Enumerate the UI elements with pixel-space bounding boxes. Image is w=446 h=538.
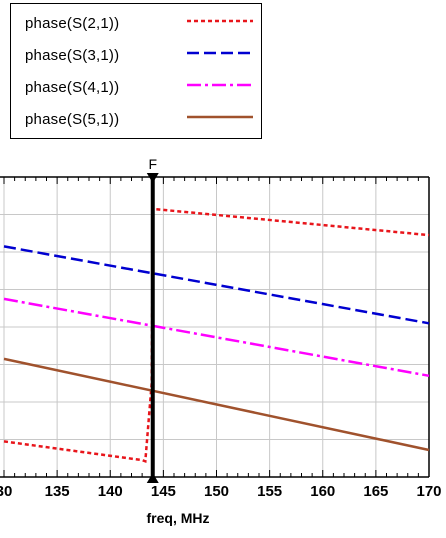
marker-label: F <box>148 156 157 172</box>
series-line-2-1 <box>3 207 430 464</box>
marker-bottom-triangle[interactable] <box>146 473 159 483</box>
legend-swatch <box>187 51 253 55</box>
legend-entry: phase(S(5,1)) <box>11 106 261 134</box>
series-line-3-1 <box>3 245 430 325</box>
legend-entry: phase(S(4,1)) <box>11 74 261 102</box>
plot-frame <box>0 176 430 478</box>
x-tick-label: 30 <box>0 483 12 500</box>
marker-top-triangle[interactable] <box>146 173 159 183</box>
legend-swatch <box>187 83 253 87</box>
legend-label: phase(S(3,1)) <box>25 47 120 64</box>
x-tick-label: 160 <box>310 483 335 500</box>
legend-entry: phase(S(3,1)) <box>11 42 261 70</box>
x-tick-label: 165 <box>363 483 388 500</box>
x-tick-label: 145 <box>151 483 176 500</box>
x-tick-label: 155 <box>257 483 282 500</box>
series-layer <box>3 207 430 464</box>
x-tick-labels: 30 135 140 145 150 155 160 165 170 <box>0 483 442 500</box>
legend-label: phase(S(2,1)) <box>25 15 120 32</box>
x-tick-label: 170 <box>416 483 441 500</box>
legend-swatch <box>187 115 253 119</box>
marker-layer: F <box>146 156 159 483</box>
grid <box>0 176 430 478</box>
x-tick-label: 140 <box>98 483 123 500</box>
series-line-5-1 <box>3 357 430 452</box>
series-line-4-1 <box>3 297 430 378</box>
legend-label: phase(S(4,1)) <box>25 79 120 96</box>
x-tick-label: 150 <box>204 483 229 500</box>
x-tick-label: 135 <box>45 483 70 500</box>
legend-label: phase(S(5,1)) <box>25 111 120 128</box>
minor-ticks <box>3 177 430 477</box>
x-axis-title: freq, MHz <box>147 510 210 526</box>
legend-swatch <box>187 19 253 23</box>
legend: phase(S(2,1)) phase(S(3,1)) phase(S(4,1)… <box>10 3 262 139</box>
legend-entry: phase(S(2,1)) <box>11 10 261 38</box>
